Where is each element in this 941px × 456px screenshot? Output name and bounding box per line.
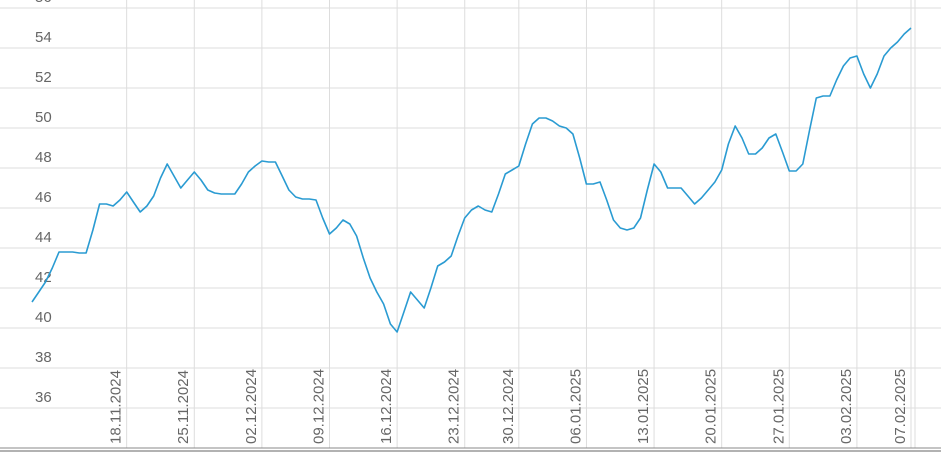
y-tick-label: 50 — [35, 109, 52, 126]
y-tick-label: 38 — [35, 349, 52, 366]
x-tick-label: 27.01.2025 — [770, 369, 787, 444]
x-tick-label: 23.12.2024 — [446, 369, 463, 444]
x-tick-label: 13.01.2025 — [635, 369, 652, 444]
y-tick-label: 56 — [35, 0, 52, 6]
y-tick-label: 48 — [35, 149, 52, 166]
x-tick-label: 09.12.2024 — [310, 369, 327, 444]
x-tick-label: 30.12.2024 — [500, 369, 517, 444]
y-tick-label: 42 — [35, 269, 52, 286]
x-tick-label: 18.11.2024 — [108, 370, 125, 444]
x-tick-label: 02.12.2024 — [243, 369, 260, 444]
x-tick-label: 20.01.2025 — [703, 369, 720, 444]
x-tick-label: 06.01.2025 — [567, 369, 584, 444]
x-tick-label: 16.12.2024 — [378, 369, 395, 444]
x-tick-label: 07.02.2025 — [892, 369, 909, 444]
y-tick-label: 54 — [35, 29, 52, 46]
x-tick-label: 25.11.2024 — [175, 370, 192, 444]
y-tick-label: 40 — [35, 309, 52, 326]
x-tick-label: 03.02.2025 — [838, 369, 855, 444]
y-tick-label: 36 — [35, 389, 52, 406]
y-tick-label: 44 — [35, 229, 52, 246]
line — [31, 27, 912, 333]
y-tick-label: 52 — [35, 69, 52, 86]
y-tick-label: 46 — [35, 189, 52, 206]
